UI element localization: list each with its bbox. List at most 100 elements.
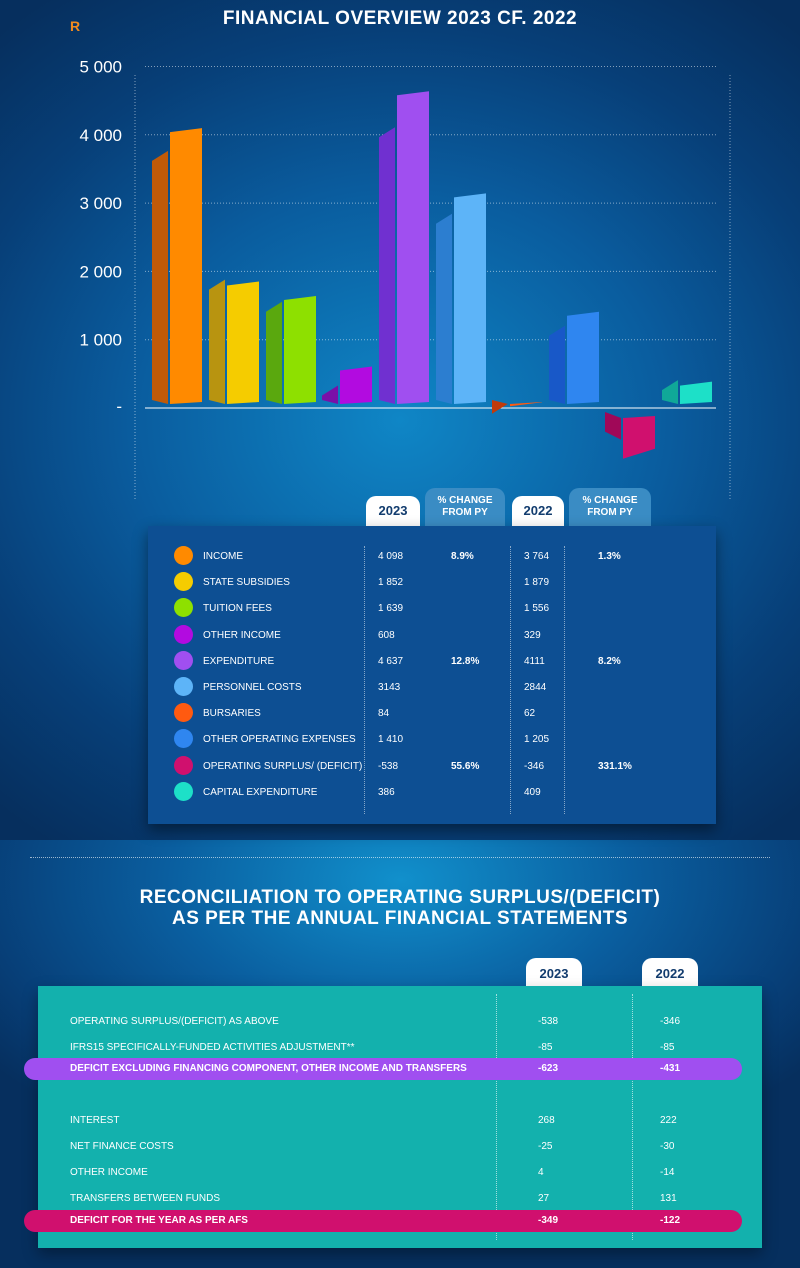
table-row: Net finance costs -25 -30 xyxy=(38,1135,762,1159)
bar-2022 xyxy=(152,150,168,404)
row-label: IFRS15 specifically-funded activities ad… xyxy=(70,1042,355,1053)
header-2023: 2023 xyxy=(366,496,420,526)
highlight-row: Deficit for the year as per AFS -349 -122 xyxy=(24,1210,742,1232)
row-label: Deficit excluding financing component, o… xyxy=(70,1063,467,1074)
row-label: Interest xyxy=(70,1115,120,1126)
legend-swatch xyxy=(174,755,193,775)
bar-2022 xyxy=(266,301,282,404)
currency-label: R xyxy=(70,18,81,34)
highlight-row: Deficit excluding financing component, o… xyxy=(24,1058,742,1080)
bar-2023 xyxy=(170,128,202,404)
bar-2022 xyxy=(605,412,621,440)
bar-2023 xyxy=(510,402,542,407)
value-2023: 4 098 xyxy=(378,551,404,562)
row-label: Tuition fees xyxy=(203,603,272,615)
value-2022: 2844 xyxy=(524,682,547,693)
value-2023: -538 xyxy=(378,760,399,772)
value-2022: -30 xyxy=(660,1141,675,1152)
column-divider xyxy=(564,546,565,814)
table-row: Capital expenditure 386 409 xyxy=(148,780,716,806)
header-pct-change-2022: % CHANGE FROM PY xyxy=(569,488,651,526)
value-2023: 4 xyxy=(538,1167,544,1178)
value-2022: -431 xyxy=(660,1063,681,1074)
value-2022: 131 xyxy=(660,1193,677,1204)
table-row: Expenditure 4 637 12.8% 4111 8.2% xyxy=(148,649,716,675)
row-label: Expenditure xyxy=(203,655,275,667)
reconciliation-table: Operating surplus/(deficit) as above -538… xyxy=(24,986,762,1248)
value-2023: -25 xyxy=(538,1141,553,1152)
row-label: Capital expenditure xyxy=(203,786,318,798)
legend-swatch xyxy=(174,703,193,723)
column-divider xyxy=(632,994,633,1240)
value-2022: 222 xyxy=(660,1115,677,1126)
legend-swatch xyxy=(174,650,193,670)
pct-change-2022: 8.2% xyxy=(598,655,621,667)
row-label: Other income xyxy=(203,629,281,641)
row-label: Operating surplus/ (deficit) xyxy=(203,760,363,772)
value-2022: -122 xyxy=(660,1215,681,1226)
row-label: Bursaries xyxy=(203,708,261,720)
value-2023: -538 xyxy=(538,1016,559,1027)
value-2023: 84 xyxy=(378,708,390,720)
bar-2022 xyxy=(209,279,225,404)
table-row: State subsidies 1 852 1 879 xyxy=(148,570,716,596)
bar-2022 xyxy=(549,325,565,404)
value-2022: -85 xyxy=(660,1042,675,1053)
table-row: Operating surplus/(deficit) as above -538… xyxy=(38,1010,762,1034)
value-2022: -346 xyxy=(524,760,545,772)
recon-header-2022: 2022 xyxy=(642,958,698,988)
bar-2022 xyxy=(322,385,338,404)
bar-2023 xyxy=(340,366,372,404)
value-2023: -623 xyxy=(538,1063,559,1074)
column-divider xyxy=(496,994,497,1240)
table-row: IFRS15 specifically-funded activities ad… xyxy=(38,1036,762,1060)
value-2022: 1 205 xyxy=(524,734,550,746)
reconciliation-title-line1: RECONCILIATION TO OPERATING SURPLUS/(DEF… xyxy=(139,887,661,908)
reconciliation-title-line2: AS PER THE ANNUAL FINANCIAL STATEMENTS xyxy=(171,908,628,929)
value-2023: 4 637 xyxy=(378,655,404,667)
bar-2023 xyxy=(454,193,486,404)
legend-swatch xyxy=(174,598,193,618)
bar-2023 xyxy=(227,281,259,404)
value-2022: -14 xyxy=(660,1167,675,1178)
table-row: Bursaries 84 62 xyxy=(148,701,716,727)
value-2022: -346 xyxy=(660,1016,681,1027)
table-row: Tuition fees 1 639 1 556 xyxy=(148,596,716,622)
value-2022: 4111 xyxy=(524,655,545,667)
y-tick-label: 5 000 xyxy=(79,58,122,77)
table-row: Other operating expenses 1 410 1 205 xyxy=(148,727,716,753)
bar-2023 xyxy=(567,311,599,404)
pct-change-2023: 12.8% xyxy=(451,655,480,667)
recon-header-2023: 2023 xyxy=(526,958,582,988)
bar-2023 xyxy=(397,91,429,404)
section-divider xyxy=(30,857,770,858)
y-tick-label: 3 000 xyxy=(79,194,122,213)
row-label: Transfers between funds xyxy=(70,1193,221,1204)
header-pct-change-2023: % CHANGE FROM PY xyxy=(425,488,505,526)
bar-2023 xyxy=(623,416,655,459)
row-label: Other operating expenses xyxy=(203,734,356,746)
column-divider xyxy=(364,546,365,814)
legend-swatch xyxy=(174,546,193,565)
reconciliation-title: RECONCILIATION TO OPERATING SURPLUS/(DEF… xyxy=(0,887,800,929)
value-2022: 1 879 xyxy=(524,577,550,589)
value-2022: 3 764 xyxy=(524,551,550,562)
value-2023: 1 639 xyxy=(378,603,404,615)
value-2023: -349 xyxy=(538,1215,559,1226)
row-label: Personnel costs xyxy=(203,682,302,693)
legend-swatch xyxy=(174,624,193,644)
legend-swatch xyxy=(174,781,193,801)
row-label: Other income xyxy=(70,1167,148,1178)
value-2023: 1 410 xyxy=(378,734,404,746)
value-2023: 3143 xyxy=(378,682,401,693)
column-divider xyxy=(510,546,511,814)
value-2022: 409 xyxy=(524,786,541,798)
bar-2022 xyxy=(662,380,678,404)
pct-change-2022: 331.1% xyxy=(598,760,632,772)
y-tick-label: 4 000 xyxy=(79,126,122,145)
value-2023: 268 xyxy=(538,1115,555,1126)
value-2022: 1 556 xyxy=(524,603,550,615)
value-2022: 62 xyxy=(524,708,536,720)
legend-swatch xyxy=(174,677,193,696)
